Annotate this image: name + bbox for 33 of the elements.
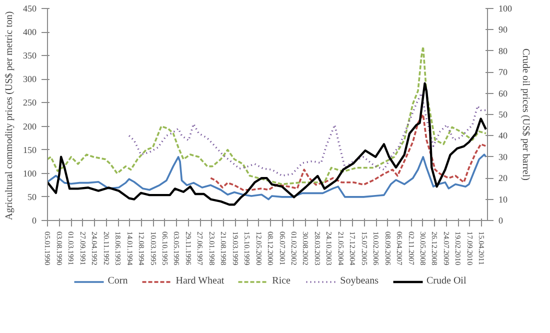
legend-label: Hard Wheat: [176, 276, 224, 286]
y-tick-label: 300: [23, 74, 37, 84]
y-tick-label: 200: [23, 121, 37, 132]
y2-tick-label: 20: [498, 173, 508, 184]
y-tick-label: 350: [23, 50, 37, 61]
y2-tick-label: 50: [498, 110, 508, 120]
y2-tick-label: 0: [498, 216, 504, 226]
line-series: [128, 92, 487, 177]
y2-axis-title: Crude oil prices (US$ per barrel): [520, 48, 531, 180]
y-tick-label: 50: [28, 192, 37, 202]
y2-tick-label: 90: [498, 24, 508, 35]
line-series: [48, 82, 488, 206]
y-tick-label: 400: [23, 27, 37, 38]
y2-tick-label: 80: [498, 46, 508, 56]
y-tick-label: 100: [23, 168, 37, 178]
y-tick-label: 450: [23, 4, 37, 14]
y2-tick-label: 40: [498, 130, 508, 141]
line-series: [48, 154, 487, 200]
y-tick-label: 0: [32, 216, 37, 226]
y-tick-label: 150: [23, 144, 37, 155]
legend-label: Corn: [108, 276, 128, 286]
y-tick-label: 250: [23, 98, 37, 108]
legend-label: Crude Oil: [426, 276, 466, 286]
line-series: [48, 46, 487, 186]
y-axis-title: Agricultural commodity prices (US$ per metric ton): [4, 11, 15, 220]
y2-tick-label: 70: [498, 67, 508, 78]
y2-tick-label: 30: [498, 152, 508, 162]
y2-tick-label: 100: [498, 4, 512, 14]
y2-tick-label: 10: [498, 194, 508, 204]
legend-label: Soybeans: [340, 276, 379, 286]
line-series: [210, 114, 487, 191]
legend-label: Rice: [272, 276, 292, 286]
y2-tick-label: 60: [498, 88, 508, 98]
